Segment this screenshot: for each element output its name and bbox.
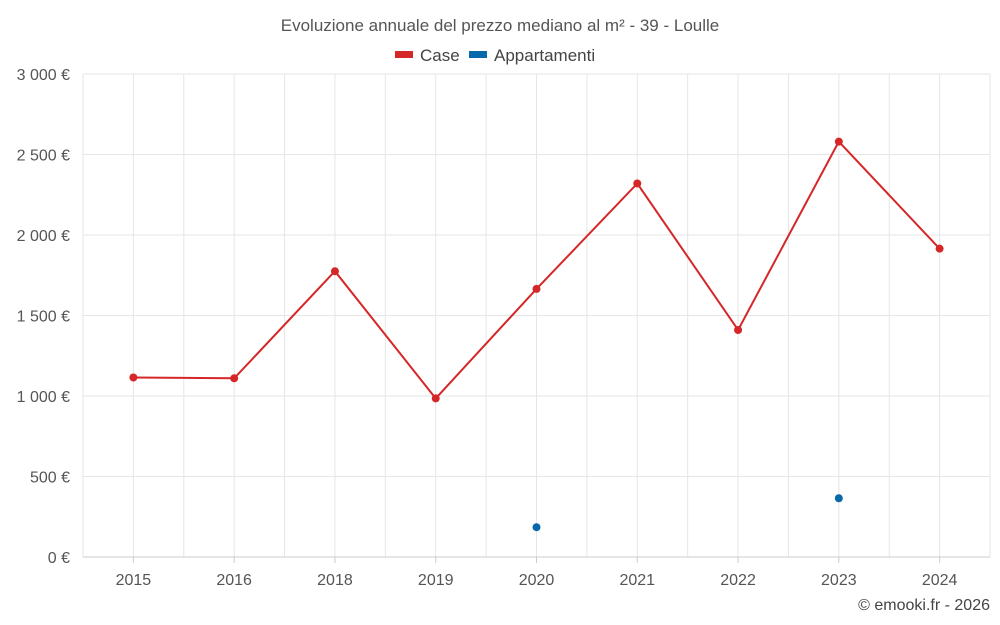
x-tick-label: 2016 [216, 572, 252, 589]
legend-label-case: Case [420, 46, 460, 65]
y-tick-label: 3 000 € [17, 67, 70, 84]
data-point-case [532, 284, 541, 293]
data-point-case [633, 179, 642, 188]
data-point-case [431, 394, 440, 403]
legend-swatch-case [395, 51, 413, 58]
y-tick-label: 2 000 € [17, 228, 70, 245]
x-tick-label: 2024 [922, 572, 958, 589]
data-point-appartamenti [834, 494, 843, 503]
legend-swatch-appartamenti [469, 51, 487, 58]
x-tick-label: 2022 [720, 572, 756, 589]
x-tick-label: 2015 [116, 572, 152, 589]
data-point-case [935, 244, 944, 253]
axes: 0 € 500 € 1 000 € 1 500 € 2 000 € 2 500 € 3 00… [17, 67, 990, 589]
data-point-case [129, 373, 138, 382]
y-tick-label: 2 500 € [17, 148, 70, 165]
credit-text: © emooki.fr - 2026 [858, 597, 990, 614]
x-tick-label: 2021 [619, 572, 655, 589]
x-tick-label: 2019 [418, 572, 454, 589]
series [129, 137, 944, 532]
x-tick-label: 2018 [317, 572, 353, 589]
data-point-case [330, 267, 339, 276]
y-tick-label: 0 € [48, 550, 70, 567]
chart-title: Evoluzione annuale del prezzo mediano al… [281, 16, 719, 35]
data-point-case [734, 325, 743, 334]
data-point-case [834, 137, 843, 146]
y-tick-label: 500 € [30, 470, 70, 487]
y-tick-label: 1 500 € [17, 309, 70, 326]
legend-label-appartamenti: Appartamenti [494, 46, 595, 65]
data-point-case [230, 374, 239, 383]
data-point-appartamenti [532, 523, 541, 532]
x-tick-label: 2023 [821, 572, 857, 589]
grid [82, 73, 991, 557]
y-tick-label: 1 000 € [17, 389, 70, 406]
legend: Case Appartamenti [395, 46, 595, 65]
x-tick-label: 2020 [519, 572, 555, 589]
